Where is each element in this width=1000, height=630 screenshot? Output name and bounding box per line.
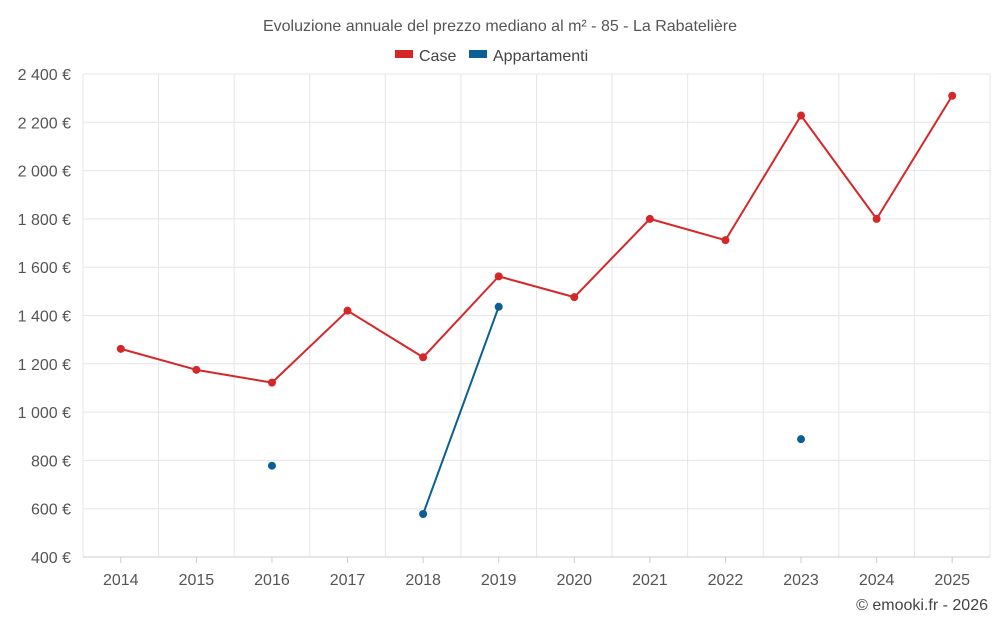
data-point-case[interactable]: [494, 272, 503, 281]
data-point-case[interactable]: [797, 111, 806, 120]
legend-label-case: Case: [419, 48, 456, 65]
data-point-appartamenti[interactable]: [419, 510, 428, 519]
x-tick-label: 2015: [179, 572, 215, 589]
legend-item-appartamenti[interactable]: Appartamenti: [469, 48, 588, 65]
data-point-case[interactable]: [645, 214, 654, 223]
chart-title: Evoluzione annuale del prezzo mediano al…: [263, 18, 737, 35]
y-tick-label: 400 €: [31, 550, 71, 567]
x-tick-label: 2023: [783, 572, 819, 589]
x-tick-label: 2022: [708, 572, 744, 589]
x-tick-label: 2014: [103, 572, 139, 589]
data-point-case[interactable]: [948, 91, 957, 100]
x-tick-label: 2024: [859, 572, 895, 589]
x-tick-label: 2019: [481, 572, 517, 589]
series-line-case: [120, 95, 954, 384]
y-tick-label: 1 400 €: [18, 309, 71, 326]
x-tick-label: 2017: [330, 572, 366, 589]
y-tick-label: 2 200 €: [18, 115, 71, 132]
x-tick-label: 2020: [556, 572, 592, 589]
legend-label-appartamenti: Appartamenti: [493, 48, 588, 65]
y-tick-label: 1 200 €: [18, 357, 71, 374]
y-tick-label: 1 800 €: [18, 212, 71, 229]
y-tick-label: 2 400 €: [18, 67, 71, 84]
y-tick-label: 800 €: [31, 453, 71, 470]
y-tick-label: 1 600 €: [18, 260, 71, 277]
legend-swatch-appartamenti: [469, 50, 487, 58]
x-tick-label: 2016: [254, 572, 290, 589]
data-point-case[interactable]: [267, 378, 276, 387]
y-tick-label: 600 €: [31, 502, 71, 519]
data-point-case[interactable]: [343, 306, 352, 315]
legend: Case Appartamenti: [395, 48, 588, 65]
data-point-case[interactable]: [570, 293, 579, 302]
grid: [82, 73, 991, 558]
x-tick-label: 2021: [632, 572, 668, 589]
data-point-appartamenti[interactable]: [494, 302, 503, 311]
series-case: [116, 91, 957, 387]
data-point-case[interactable]: [419, 353, 428, 362]
x-tick-label: 2025: [934, 572, 970, 589]
y-tick-label: 2 000 €: [18, 164, 71, 181]
y-tick-label: 1 000 €: [18, 405, 71, 422]
data-point-case[interactable]: [192, 365, 201, 374]
series-appartamenti: [267, 302, 806, 519]
x-tick-label: 2018: [405, 572, 441, 589]
data-point-case[interactable]: [721, 236, 730, 245]
data-point-case[interactable]: [116, 344, 125, 353]
data-point-appartamenti[interactable]: [267, 461, 276, 470]
legend-item-case[interactable]: Case: [395, 48, 456, 65]
data-point-case[interactable]: [872, 214, 881, 223]
data-point-appartamenti[interactable]: [797, 435, 806, 444]
axes: 400 € 600 € 800 € 1 000 € 1 200 € 1 400 € 1 60…: [18, 67, 990, 589]
credit-text: © emooki.fr - 2026: [856, 597, 988, 614]
legend-swatch-case: [395, 50, 413, 58]
series: [116, 91, 957, 519]
series-line-appartamenti: [422, 306, 500, 515]
